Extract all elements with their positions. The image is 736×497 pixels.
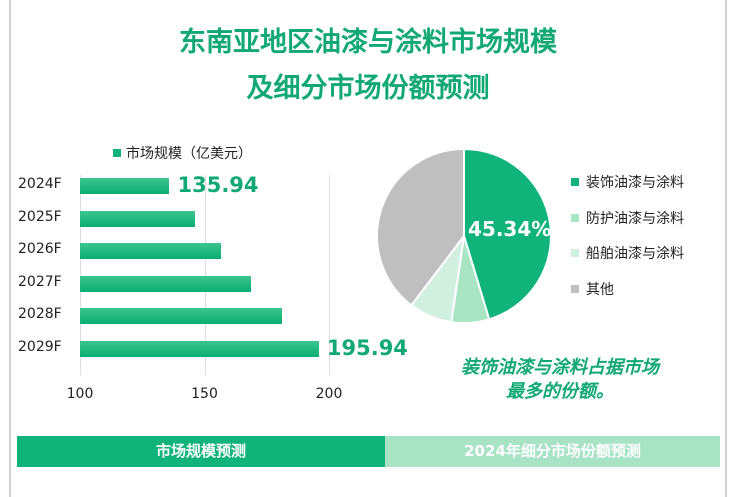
bar-2027F xyxy=(80,275,252,292)
pie-slice-0 xyxy=(463,147,552,321)
category-label: 2025F xyxy=(18,208,62,225)
pie-legend-item: 装饰油漆与涂料 xyxy=(571,172,684,192)
bar-legend: 市场规模（亿美元） xyxy=(113,143,252,163)
x-tick-label: 200 xyxy=(315,386,343,402)
legend-swatch xyxy=(571,284,579,293)
x-tick-label: 100 xyxy=(66,386,94,402)
bar-data-label: 195.94 xyxy=(326,335,408,360)
bar-2025F xyxy=(80,210,195,227)
frame xyxy=(9,0,727,497)
legend-swatch xyxy=(571,213,579,222)
legend-label: 防护油漆与涂料 xyxy=(586,210,684,227)
pie-legend-item: 船舶油漆与涂料 xyxy=(571,243,684,263)
pie-data-label: 45.34% xyxy=(468,217,552,241)
category-label: 2027F xyxy=(18,273,62,290)
pie-legend-item: 防护油漆与涂料 xyxy=(571,208,684,228)
x-tick-label: 150 xyxy=(191,386,218,402)
note: 装饰油漆与涂料占据市场 最多的份额。 xyxy=(420,356,700,404)
bar-2029F xyxy=(80,340,319,357)
bar-2024F xyxy=(80,178,170,194)
title-line-1: 东南亚地区油漆与涂料市场规模 xyxy=(179,27,557,58)
legend-label: 船舶油漆与涂料 xyxy=(586,246,684,262)
pie-slice-3 xyxy=(376,147,465,307)
category-label: 2029F xyxy=(18,338,62,355)
title-line-2: 及细分市场份额预测 xyxy=(246,73,490,104)
legend-label: 装饰油漆与涂料 xyxy=(586,175,684,191)
category-label: 2026F xyxy=(18,241,62,257)
category-label: 2024F xyxy=(18,176,62,192)
category-label: 2028F xyxy=(18,306,62,322)
note-line-1: 装饰油漆与涂料占据市场 xyxy=(461,357,659,378)
legend-swatch xyxy=(571,249,579,257)
legend-swatch xyxy=(113,149,121,157)
footer-right: 2024年细分市场份额预测 xyxy=(385,436,720,467)
bar-data-label: 135.94 xyxy=(177,173,259,197)
gridline xyxy=(80,175,81,375)
legend-swatch xyxy=(571,178,579,186)
gridline xyxy=(329,175,330,375)
note-line-2: 最多的份额。 xyxy=(506,381,614,402)
legend-label: 其他 xyxy=(586,281,614,298)
bar-2026F xyxy=(80,243,221,259)
footer-left: 市场规模预测 xyxy=(17,436,385,467)
gridline xyxy=(204,175,206,375)
legend-label: 市场规模（亿美元） xyxy=(126,146,252,162)
bar-2028F xyxy=(80,308,282,324)
pie-legend-item: 其他 xyxy=(571,279,614,299)
